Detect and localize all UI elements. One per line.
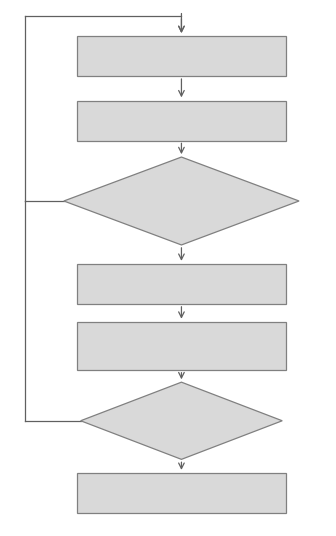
Polygon shape [64, 157, 299, 245]
FancyBboxPatch shape [77, 264, 286, 304]
FancyBboxPatch shape [77, 473, 286, 513]
Polygon shape [81, 382, 282, 459]
FancyBboxPatch shape [77, 36, 286, 76]
FancyBboxPatch shape [77, 322, 286, 370]
FancyBboxPatch shape [77, 101, 286, 140]
